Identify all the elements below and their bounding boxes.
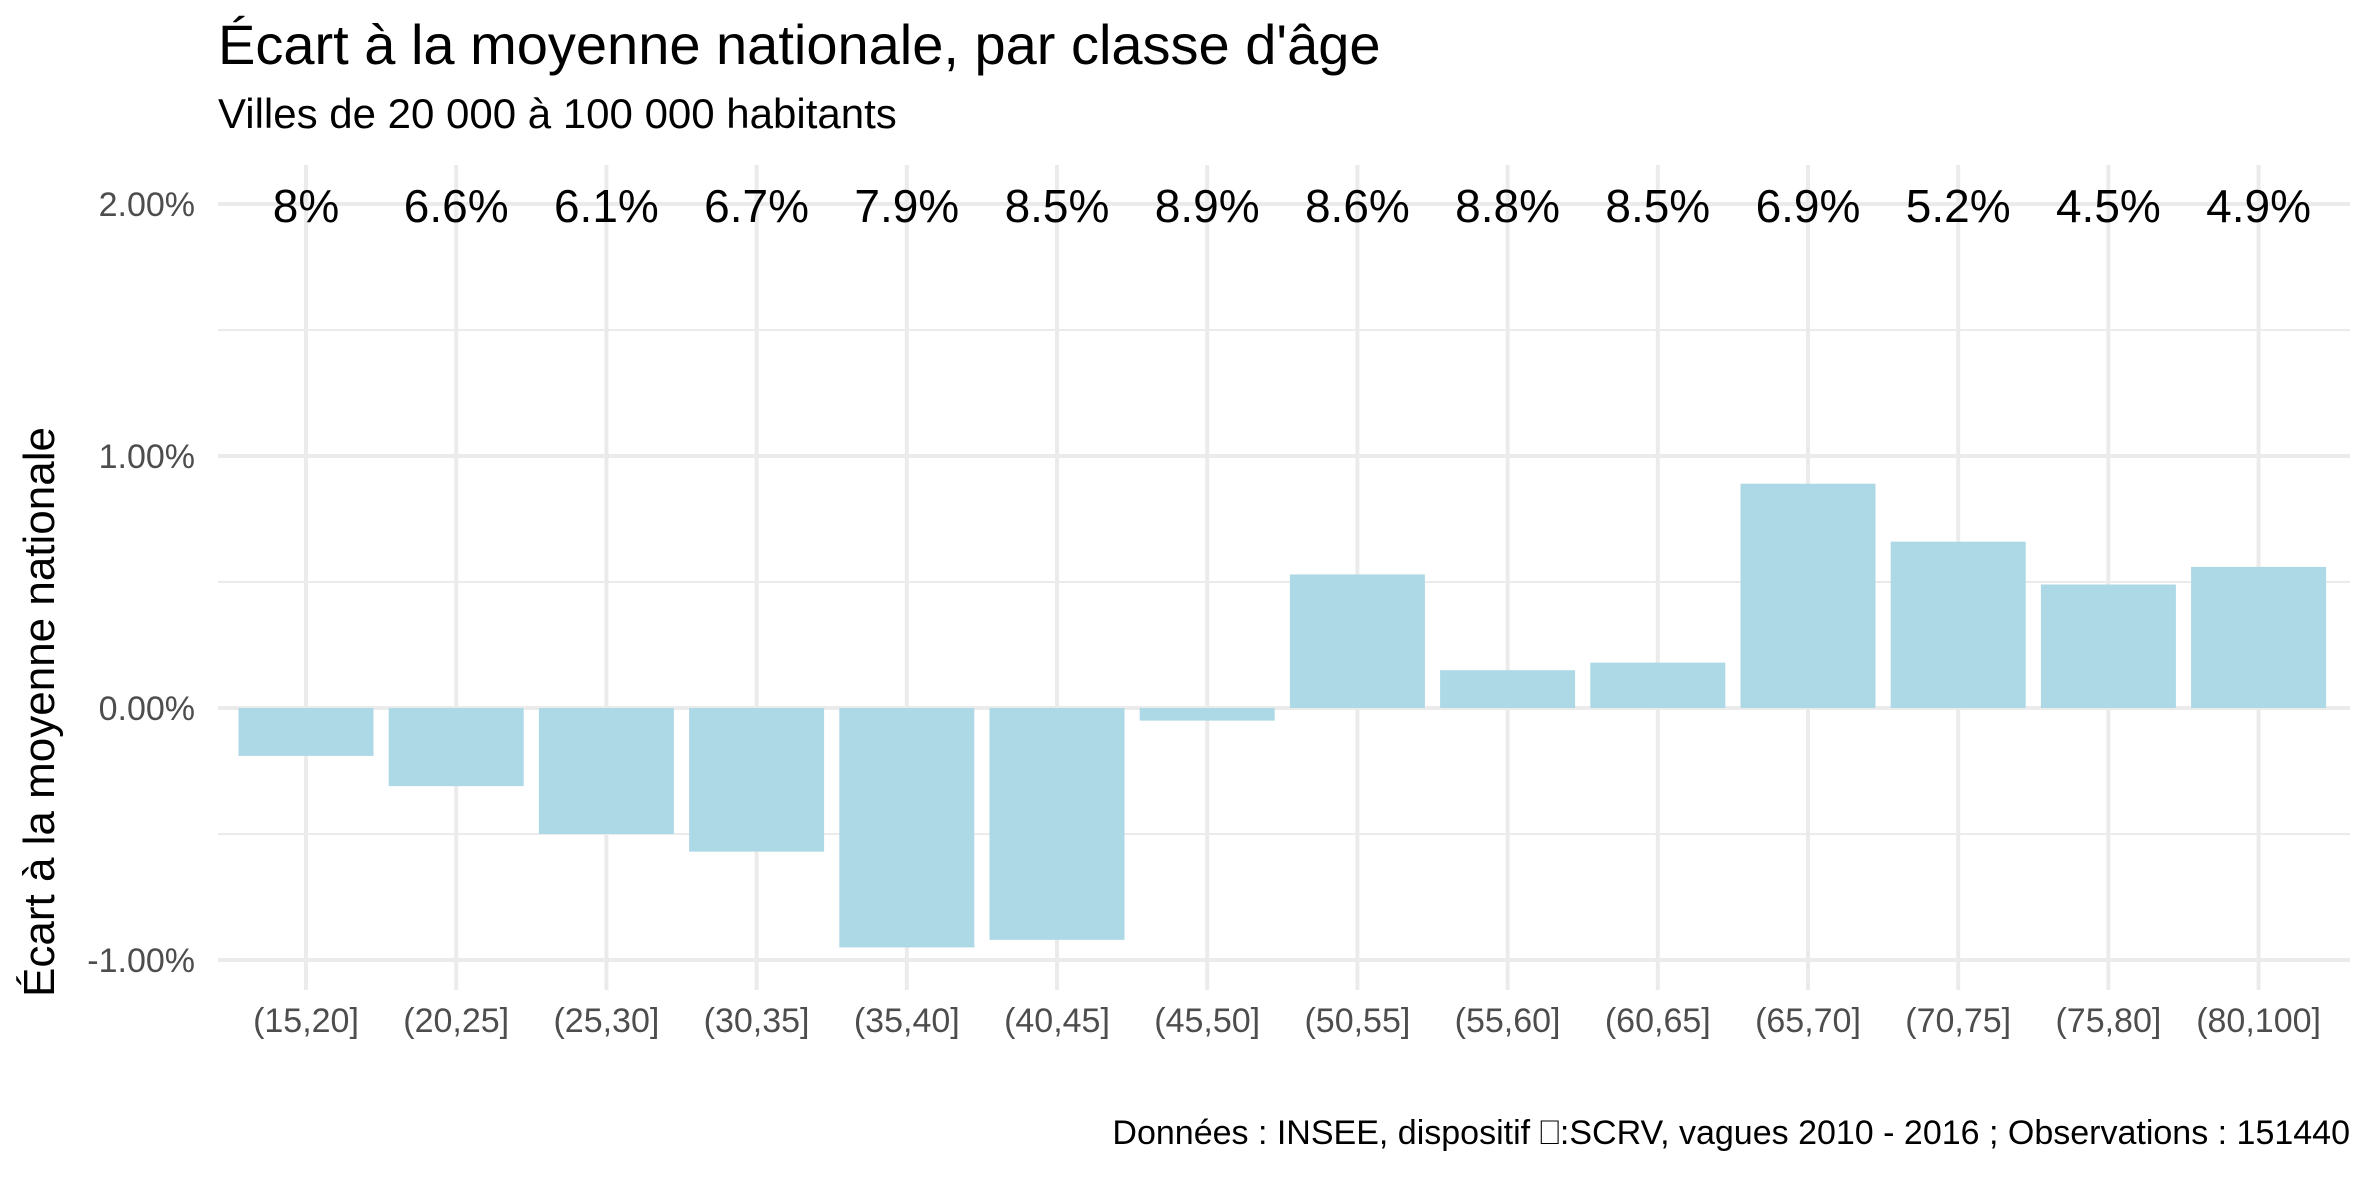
bar (839, 708, 975, 948)
bar-value-label: 8.9% (1155, 180, 1260, 232)
bar-value-label: 6.9% (1756, 180, 1861, 232)
bar (238, 708, 374, 756)
y-tick-label: 0.00% (99, 690, 195, 728)
bar-value-label: 4.9% (2206, 180, 2311, 232)
bar (1890, 541, 2026, 708)
x-tick-label: (20,25] (403, 1002, 509, 1040)
bar (1289, 574, 1425, 708)
x-tick-label: (65,70] (1755, 1002, 1861, 1040)
bar (1590, 662, 1726, 708)
x-tick-label: (45,50] (1154, 1002, 1260, 1040)
bar-value-label: 8.5% (1005, 180, 1110, 232)
bar (689, 708, 825, 852)
bar-value-label: 6.6% (404, 180, 509, 232)
x-tick-label: (35,40] (854, 1002, 960, 1040)
bar-value-label: 8.8% (1455, 180, 1560, 232)
y-tick-label: 2.00% (99, 186, 195, 224)
bar-value-label: 6.7% (704, 180, 809, 232)
bar-value-label: 4.5% (2056, 180, 2161, 232)
bar (1139, 708, 1275, 721)
y-tick-label: 1.00% (99, 438, 195, 476)
bar (2040, 584, 2176, 708)
chart-subtitle: Villes de 20 000 à 100 000 habitants (218, 90, 897, 137)
bar (1440, 670, 1576, 708)
x-tick-label: (50,55] (1304, 1002, 1410, 1040)
x-tick-label: (60,65] (1605, 1002, 1711, 1040)
bar (538, 708, 674, 834)
bar-value-label: 6.1% (554, 180, 659, 232)
x-tick-label: (25,30] (553, 1002, 659, 1040)
x-tick-label: (15,20] (253, 1002, 359, 1040)
bar-value-label: 8% (273, 180, 339, 232)
bar (989, 708, 1125, 940)
x-tick-label: (80,100] (2196, 1002, 2321, 1040)
x-tick-label: (70,75] (1905, 1002, 2011, 1040)
y-tick-label: -1.00% (87, 942, 195, 980)
bar-value-label: 7.9% (854, 180, 959, 232)
bar-value-label: 8.5% (1605, 180, 1710, 232)
x-tick-label: (75,80] (2055, 1002, 2161, 1040)
x-tick-label: (40,45] (1004, 1002, 1110, 1040)
chart-title: Écart à la moyenne nationale, par classe… (218, 13, 1381, 76)
x-tick-label: (30,35] (704, 1002, 810, 1040)
bar-value-label: 8.6% (1305, 180, 1410, 232)
x-tick-label: (55,60] (1455, 1002, 1561, 1040)
chart-caption: Données : INSEE, dispositif ⎕:SCRV, vagu… (1112, 1114, 2350, 1152)
bar (2191, 566, 2327, 708)
bar (1740, 483, 1876, 708)
bar (388, 708, 524, 787)
bar-value-label: 5.2% (1906, 180, 2011, 232)
